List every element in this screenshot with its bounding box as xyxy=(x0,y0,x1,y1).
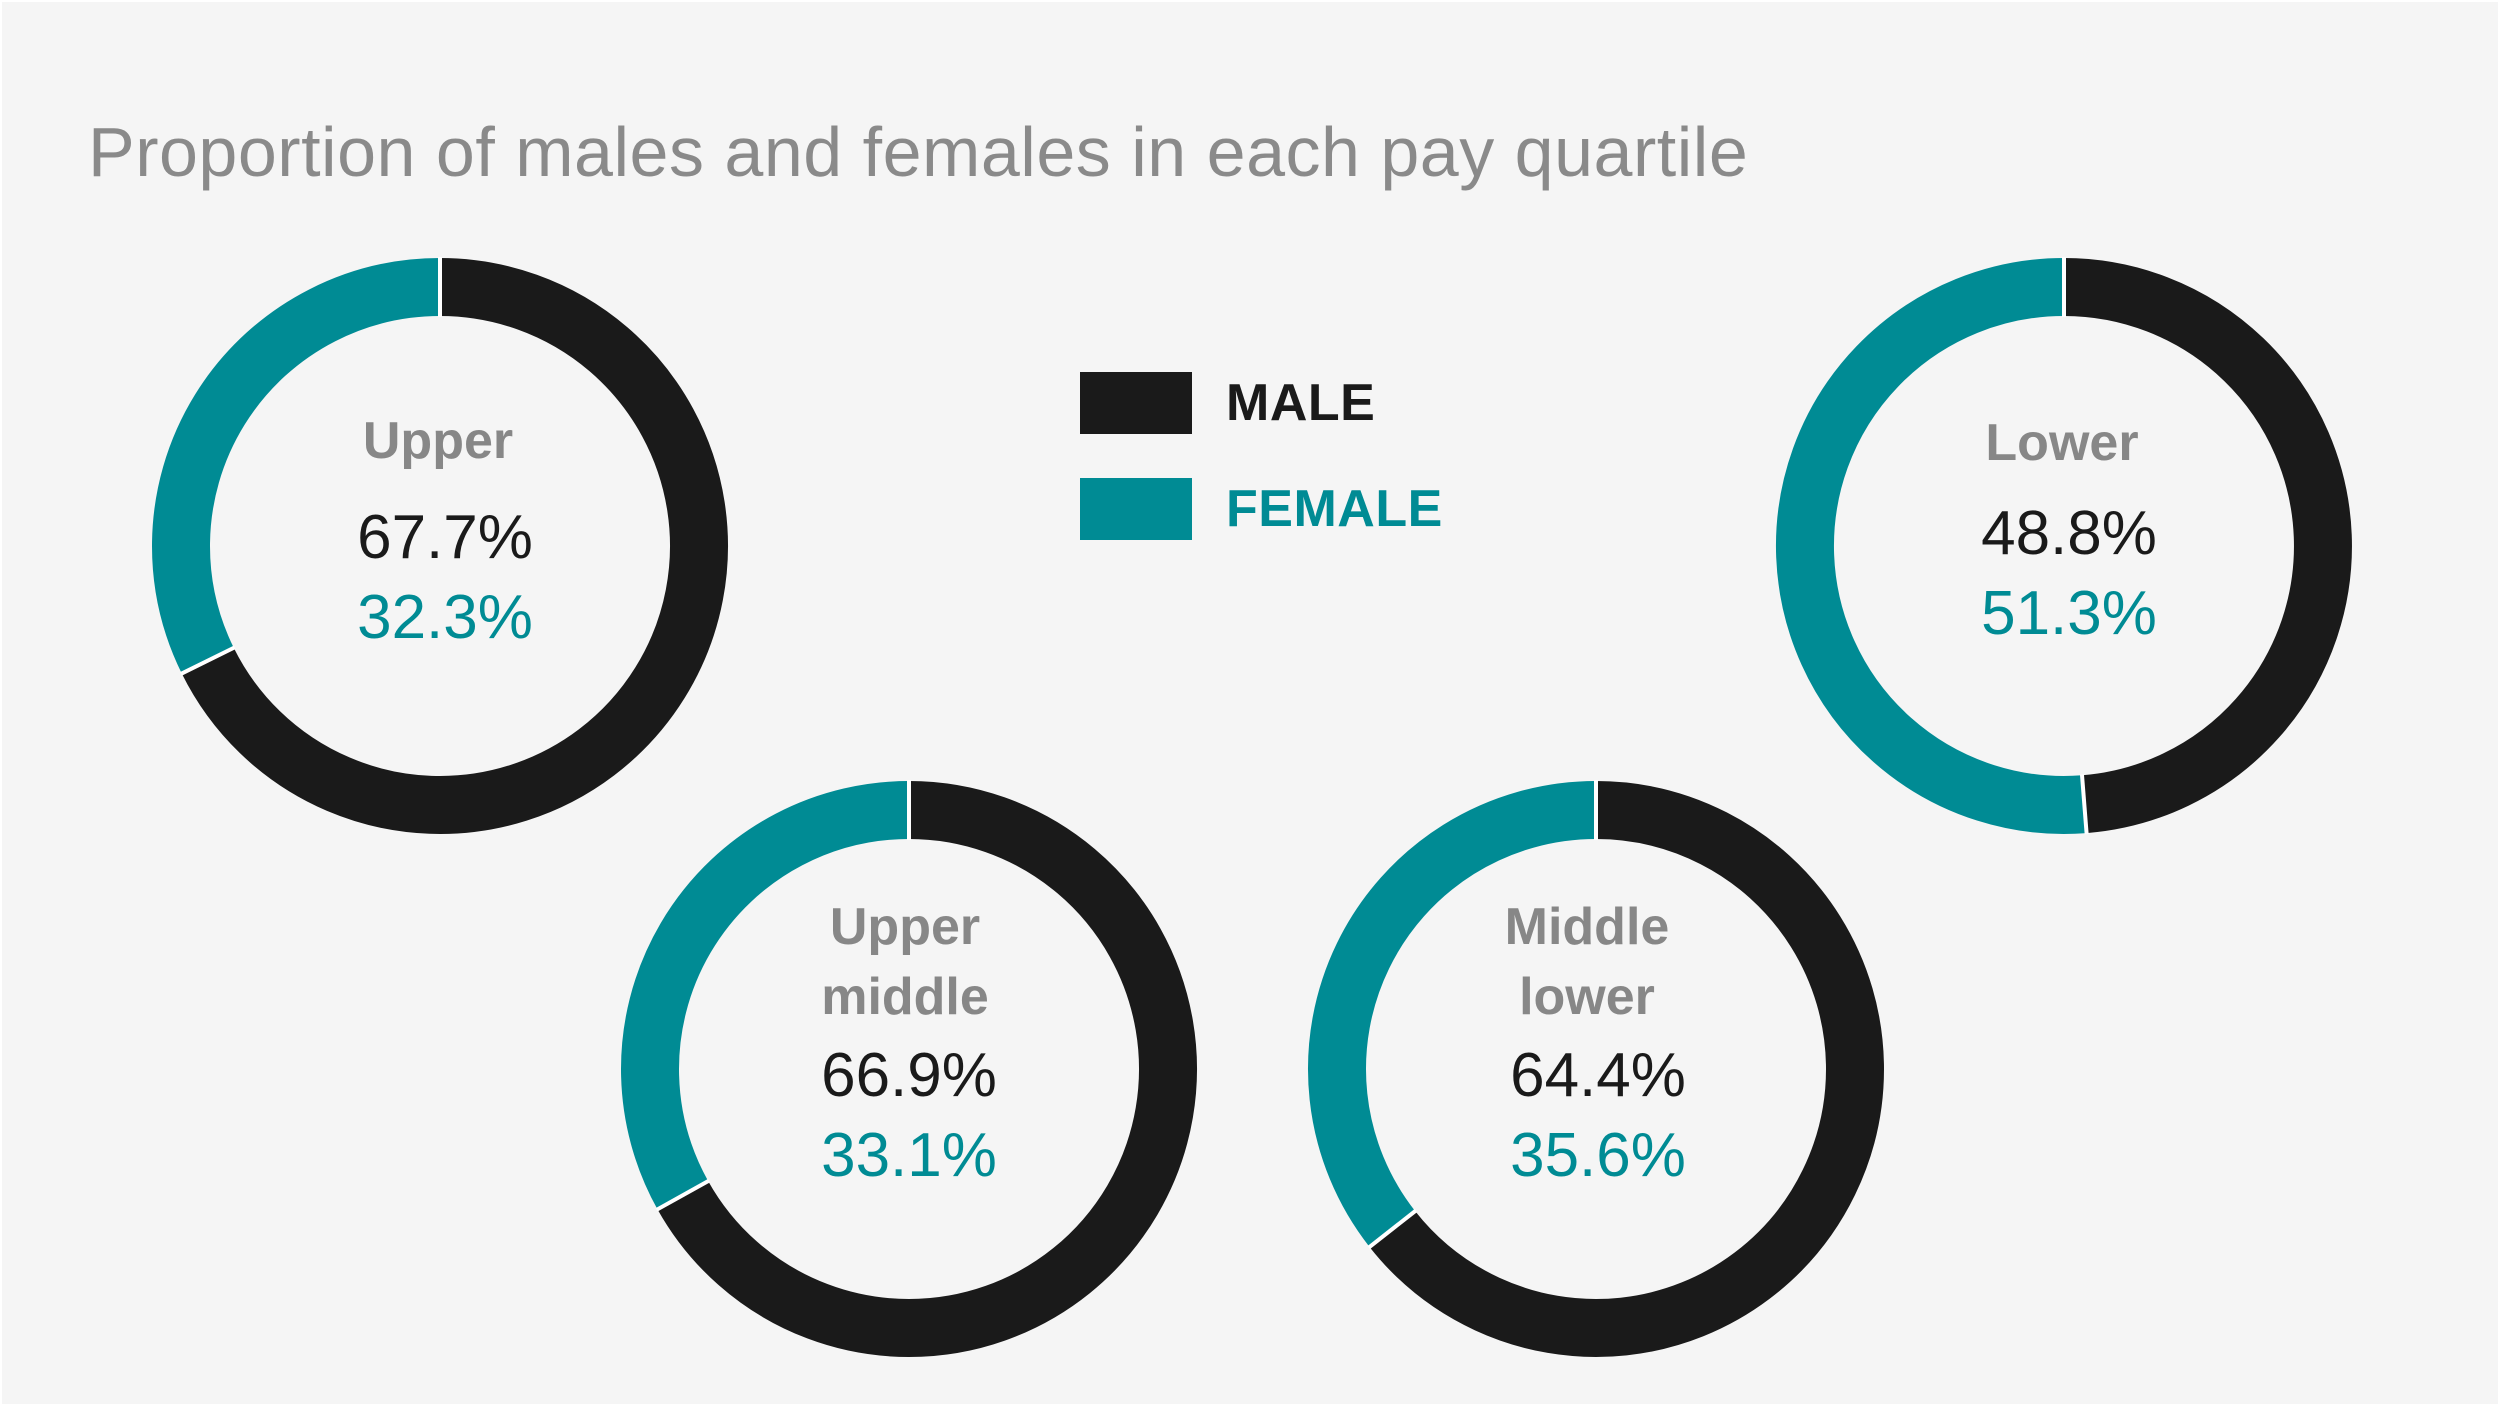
segment-separator xyxy=(1367,1208,1418,1250)
donut-label-upper: Upper 67.7% 32.3% xyxy=(238,406,638,658)
quartile-name: middle xyxy=(821,968,989,1026)
female-percentage: 32.3% xyxy=(357,583,533,652)
quartile-name: Upper xyxy=(829,898,981,956)
chart-title: Proportion of males and females in each … xyxy=(88,113,1749,191)
donut-lower-female-segment xyxy=(1775,258,2087,834)
female-percentage: 33.1% xyxy=(821,1121,997,1190)
quartile-name: Upper xyxy=(362,412,514,470)
legend-item-male: MALE xyxy=(1080,372,1443,434)
donut-upper-female-segment xyxy=(152,258,441,674)
segment-separator xyxy=(2079,774,2089,835)
legend-swatch-female xyxy=(1080,478,1192,540)
male-percentage: 67.7% xyxy=(357,503,533,572)
segment-separator xyxy=(179,645,236,676)
donut-label-lower: Lower 48.8% 51.3% xyxy=(1862,408,2262,654)
legend-swatch-male xyxy=(1080,372,1192,434)
quartile-name: Middle xyxy=(1504,898,1670,956)
quartile-name: Lower xyxy=(1985,414,2139,472)
donut-label-middle-lower: Middle lower 64.4% 35.6% xyxy=(1387,892,1787,1196)
donut-label-upper-middle: Upper middle 66.9% 33.1% xyxy=(705,892,1105,1196)
donut-upper-middle-male-segment xyxy=(657,781,1197,1357)
male-percentage: 66.9% xyxy=(821,1041,997,1110)
legend: MALE FEMALE xyxy=(1080,372,1443,584)
donut-middle-lower-female-segment xyxy=(1308,781,1597,1247)
male-percentage: 48.8% xyxy=(1981,499,2157,568)
female-percentage: 51.3% xyxy=(1981,579,2157,648)
legend-label-female: FEMALE xyxy=(1226,480,1443,538)
donut-middle-lower-male-segment xyxy=(1369,781,1884,1357)
male-percentage: 64.4% xyxy=(1510,1041,1686,1110)
segment-separator xyxy=(655,1178,710,1212)
donut-upper-middle-female-segment xyxy=(621,781,910,1210)
legend-item-female: FEMALE xyxy=(1080,478,1443,540)
female-percentage: 35.6% xyxy=(1510,1121,1686,1190)
donut-upper-male-segment xyxy=(181,258,728,834)
donut-lower-male-segment xyxy=(2063,258,2352,834)
legend-label-male: MALE xyxy=(1226,374,1376,432)
quartile-name: lower xyxy=(1519,968,1655,1026)
